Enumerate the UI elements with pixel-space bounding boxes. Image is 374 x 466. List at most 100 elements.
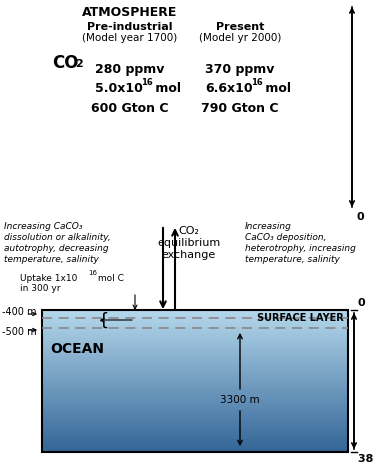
- Bar: [42, 324, 348, 326]
- Bar: [42, 331, 348, 333]
- Text: in 300 yr: in 300 yr: [20, 284, 61, 293]
- Bar: [42, 375, 348, 377]
- Bar: [42, 433, 348, 435]
- Bar: [42, 356, 348, 357]
- Bar: [42, 338, 348, 340]
- Bar: [42, 383, 348, 384]
- Text: -400 m: -400 m: [2, 307, 37, 317]
- Bar: [42, 363, 348, 364]
- Bar: [42, 337, 348, 338]
- Bar: [42, 354, 348, 356]
- Bar: [42, 340, 348, 341]
- Bar: [42, 395, 348, 397]
- Bar: [42, 344, 348, 345]
- Bar: [42, 432, 348, 433]
- Text: Present: Present: [216, 22, 264, 32]
- Text: (Model year 1700): (Model year 1700): [82, 33, 178, 43]
- Bar: [42, 315, 348, 317]
- Text: CO: CO: [52, 54, 79, 72]
- Text: 16: 16: [141, 78, 153, 87]
- Bar: [42, 410, 348, 411]
- Bar: [42, 444, 348, 445]
- Bar: [42, 441, 348, 442]
- Text: mol: mol: [261, 82, 291, 95]
- Bar: [42, 371, 348, 372]
- Bar: [42, 336, 348, 337]
- Bar: [42, 357, 348, 358]
- Bar: [42, 326, 348, 327]
- Bar: [42, 449, 348, 451]
- Bar: [42, 446, 348, 448]
- Text: Pre-industrial: Pre-industrial: [87, 22, 173, 32]
- Bar: [42, 367, 348, 368]
- Bar: [42, 408, 348, 410]
- Text: ATMOSPHERE: ATMOSPHERE: [82, 6, 178, 19]
- Bar: [42, 436, 348, 438]
- Bar: [42, 349, 348, 350]
- Bar: [42, 431, 348, 432]
- Text: 3800 m: 3800 m: [358, 454, 374, 464]
- Bar: [42, 398, 348, 399]
- Text: exchange: exchange: [162, 250, 216, 260]
- Bar: [42, 391, 348, 392]
- Text: 600 Gton C: 600 Gton C: [91, 102, 169, 115]
- Bar: [42, 426, 348, 428]
- Bar: [42, 392, 348, 394]
- Text: 16: 16: [251, 78, 263, 87]
- Bar: [42, 421, 348, 422]
- Bar: [42, 368, 348, 370]
- Text: 0: 0: [358, 298, 366, 308]
- Text: Uptake 1x10: Uptake 1x10: [20, 274, 77, 283]
- Bar: [42, 330, 348, 331]
- Bar: [42, 350, 348, 351]
- Text: OCEAN: OCEAN: [50, 342, 104, 356]
- Bar: [42, 360, 348, 361]
- Bar: [42, 429, 348, 431]
- Bar: [42, 419, 348, 421]
- Bar: [42, 370, 348, 371]
- Bar: [42, 334, 348, 336]
- Bar: [42, 412, 348, 414]
- Text: SURFACE LAYER: SURFACE LAYER: [257, 313, 344, 323]
- Bar: [42, 327, 348, 329]
- Text: mol C: mol C: [95, 274, 124, 283]
- Bar: [42, 313, 348, 314]
- Bar: [42, 405, 348, 406]
- Text: CO₂: CO₂: [178, 226, 199, 236]
- Bar: [42, 374, 348, 375]
- Bar: [42, 381, 348, 383]
- Text: Increasing CaCO₃
dissolution or alkalinity,
autotrophy, decreasing
temperature, : Increasing CaCO₃ dissolution or alkalini…: [4, 222, 111, 264]
- Bar: [42, 435, 348, 436]
- Text: 16: 16: [88, 270, 97, 276]
- Bar: [42, 365, 348, 367]
- Bar: [42, 372, 348, 374]
- Text: 790 Gton C: 790 Gton C: [201, 102, 279, 115]
- Text: 370 ppmv: 370 ppmv: [205, 63, 275, 76]
- Bar: [42, 322, 348, 323]
- Bar: [42, 422, 348, 424]
- Bar: [42, 417, 348, 418]
- Bar: [42, 323, 348, 324]
- Bar: [42, 411, 348, 412]
- Bar: [42, 320, 348, 322]
- Text: 0: 0: [357, 212, 365, 222]
- Bar: [42, 310, 348, 311]
- Bar: [42, 361, 348, 363]
- Bar: [42, 394, 348, 395]
- Bar: [42, 317, 348, 319]
- Text: {: {: [98, 312, 110, 330]
- Bar: [42, 415, 348, 417]
- Bar: [42, 425, 348, 426]
- Bar: [42, 310, 348, 452]
- Text: 5.0x10: 5.0x10: [95, 82, 143, 95]
- Bar: [42, 439, 348, 441]
- Text: mol: mol: [151, 82, 181, 95]
- Bar: [42, 402, 348, 404]
- Bar: [42, 448, 348, 449]
- Text: 280 ppmv: 280 ppmv: [95, 63, 165, 76]
- Bar: [42, 424, 348, 425]
- Bar: [42, 384, 348, 385]
- Bar: [42, 401, 348, 402]
- Bar: [42, 438, 348, 439]
- Bar: [42, 364, 348, 365]
